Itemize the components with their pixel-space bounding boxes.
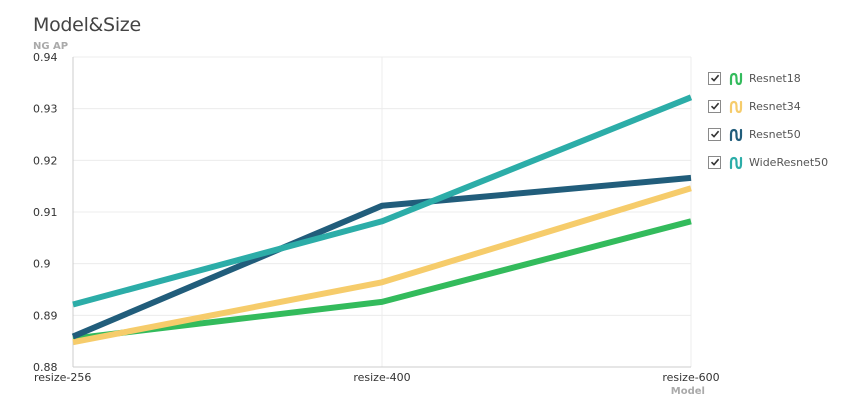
line-series-icon <box>729 127 743 142</box>
legend-label: Resnet18 <box>749 71 801 85</box>
y-tick-label: 0.9 <box>33 258 51 271</box>
legend-item-resnet18[interactable]: Resnet18 <box>708 64 828 92</box>
x-axis-title: Model <box>671 386 705 397</box>
legend-item-resnet34[interactable]: Resnet34 <box>708 92 828 120</box>
legend-label: WideResnet50 <box>749 155 829 169</box>
series-line-resnet34[interactable] <box>72 185 692 346</box>
line-series-icon <box>729 99 743 114</box>
y-tick-label: 0.93 <box>33 103 58 116</box>
line-series-icon <box>729 155 743 170</box>
y-tick-label: 0.89 <box>33 309 58 322</box>
y-tick-label: 0.94 <box>33 51 58 64</box>
y-tick-label: 0.91 <box>33 206 58 219</box>
legend-item-resnet50[interactable]: Resnet50 <box>708 120 828 148</box>
chart-title: Model&Size <box>33 14 141 36</box>
line-series-icon <box>729 71 743 86</box>
legend-checkbox[interactable] <box>708 99 721 113</box>
legend-checkbox[interactable] <box>708 127 721 141</box>
y-axis-title: NG AP <box>33 41 68 52</box>
grid-lines <box>73 56 692 368</box>
legend-item-wideresnet50[interactable]: WideResnet50 <box>708 148 828 176</box>
y-tick-label: 0.92 <box>33 154 58 167</box>
legend-checkbox[interactable] <box>708 71 721 85</box>
x-tick-label: resize-400 <box>353 371 410 384</box>
legend-label: Resnet50 <box>749 127 801 141</box>
series-line-resnet18[interactable] <box>72 218 692 342</box>
axes <box>72 57 691 368</box>
checkmark-icon <box>710 158 719 166</box>
series-lines <box>71 94 693 346</box>
legend: Resnet18 Resnet34 Resnet50 WideResnet50 <box>708 64 828 176</box>
legend-label: Resnet34 <box>749 99 801 113</box>
legend-checkbox[interactable] <box>708 155 721 169</box>
series-line-wideresnet50[interactable] <box>72 94 693 308</box>
y-tick-label: 0.88 <box>33 361 58 374</box>
series-line-resnet50[interactable] <box>71 174 692 340</box>
checkmark-icon <box>710 102 719 110</box>
axis-labels: 0.88 0.89 0.9 0.91 0.92 0.93 0.94 resize-256 res… <box>33 41 720 397</box>
x-tick-label: resize-256 <box>34 371 91 384</box>
x-tick-label: resize-600 <box>662 371 719 384</box>
checkmark-icon <box>710 74 719 82</box>
checkmark-icon <box>710 130 719 138</box>
